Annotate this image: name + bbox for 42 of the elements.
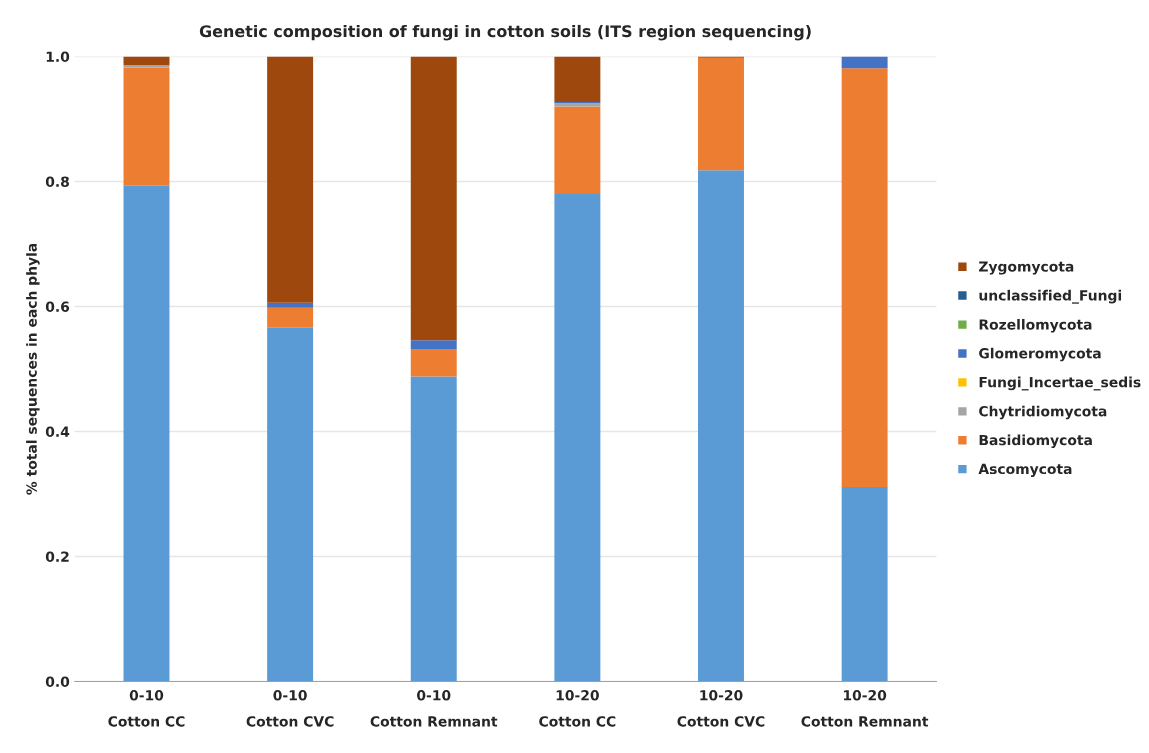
bar: [410, 340, 457, 349]
chart-title: Genetic composition of fungi in cotton soils (ITS region sequencing): [199, 24, 811, 41]
y-tick-label: 0.8: [45, 176, 69, 187]
bar: [267, 302, 314, 308]
y-tick-label: 0.4: [45, 426, 70, 437]
y-tick-label: 1.0: [46, 51, 70, 62]
bar: [841, 56, 888, 69]
legend-label: Zygomycota: [979, 261, 1074, 275]
bar: [841, 68, 888, 488]
legend-label: Glomeromycota: [979, 347, 1101, 362]
bar: [123, 185, 170, 682]
y-tick-label: 0.6: [45, 301, 70, 312]
bar: [410, 348, 457, 377]
bar: [554, 193, 601, 682]
legend-label: Fungi_Incertae_sedis: [979, 376, 1141, 391]
x-tick-label: 10-20 Cotton CC: [539, 690, 616, 727]
bar: [554, 106, 601, 194]
bar: [267, 56, 314, 303]
x-tick-label: 0-10 Cotton Remnant: [370, 690, 498, 727]
legend-label: Chytridiomycota: [979, 405, 1107, 420]
bar: [698, 57, 744, 171]
bar: [410, 376, 457, 682]
bar: [123, 67, 170, 186]
x-tick-label: 0-10 Cotton CVC: [246, 690, 334, 727]
bar: [410, 56, 457, 341]
legend-label: Rozellomycota: [979, 318, 1092, 333]
y-axis-title: % total sequences in each phyla: [26, 243, 40, 495]
bar: [123, 65, 170, 68]
x-tick-label: 10-20 Cotton CVC: [677, 690, 765, 727]
bar: [267, 327, 314, 682]
y-tick-label: 0.2: [45, 551, 69, 562]
bar: [698, 170, 744, 682]
bar: [267, 307, 314, 328]
bar: [841, 487, 888, 682]
legend-label: Basidiomycota: [979, 434, 1092, 449]
bar: [554, 56, 601, 103]
x-tick-label: 0-10 Cotton CC: [108, 690, 185, 727]
legend-label: Ascomycota: [978, 463, 1072, 477]
y-tick-label: 0.0: [45, 676, 70, 687]
x-tick-label: 10-20 Cotton Remnant: [801, 690, 929, 727]
bar: [123, 56, 170, 66]
legend-label: unclassified_Fungi: [979, 289, 1122, 304]
